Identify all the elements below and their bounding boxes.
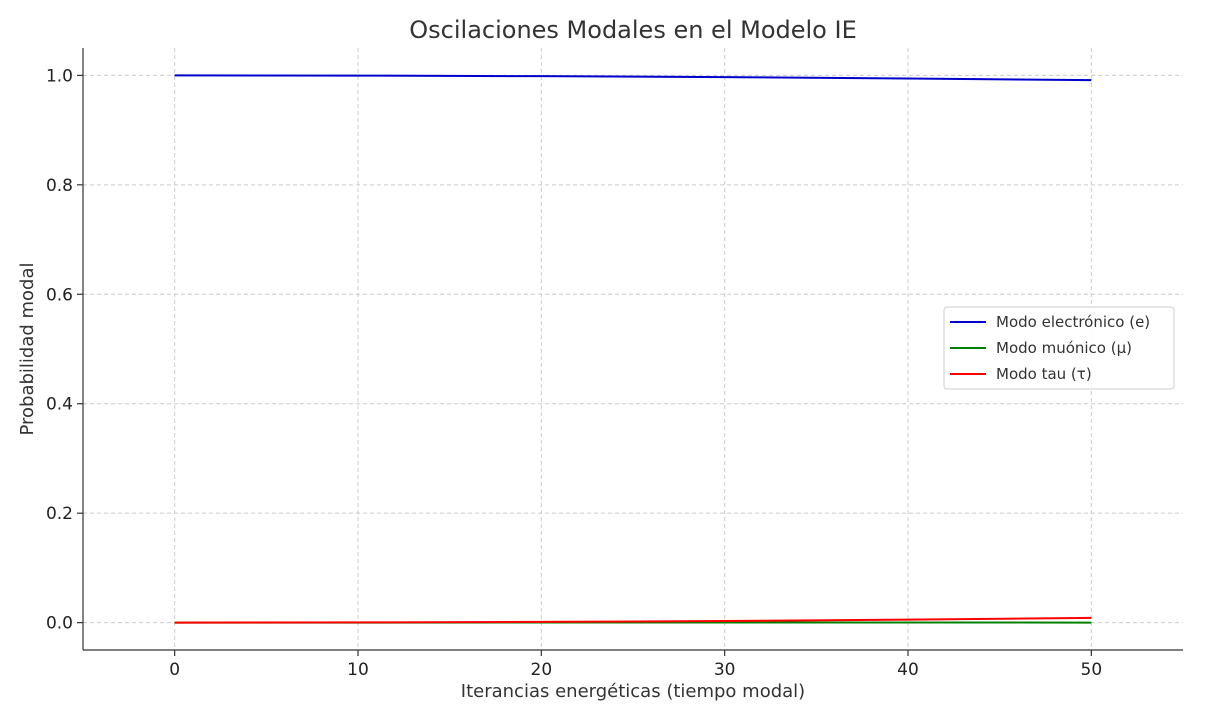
series-line-0 [174, 74, 1092, 82]
x-axis-label: Iterancias energéticas (tiempo modal) [461, 681, 805, 702]
x-tick-label: 10 [347, 660, 369, 680]
legend-entry-1: Modo muónico (μ) [996, 339, 1132, 357]
legend: Modo electrónico (e) Modo muónico (μ) Modo… [943, 306, 1175, 390]
x-tick-label: 30 [714, 660, 736, 680]
series-line-2 [174, 616, 1092, 624]
legend-entry-0: Modo electrónico (e) [996, 313, 1150, 331]
x-tick-label: 40 [897, 660, 919, 680]
legend-box [943, 306, 1175, 390]
y-tick-label: 0.4 [46, 395, 73, 415]
y-tick-label: 0.2 [46, 504, 73, 524]
axes: 0 10 20 30 40 50 0.0 0.2 0.4 0.6 0.8 1.0 [46, 48, 1183, 680]
y-tick-label: 0.6 [46, 285, 73, 305]
x-tick-label: 0 [169, 660, 180, 680]
y-tick-label: 0.8 [46, 176, 73, 196]
x-tick-label: 50 [1081, 660, 1103, 680]
chart-title: Oscilaciones Modales en el Modelo IE [409, 16, 856, 44]
y-tick-label: 1.0 [46, 66, 73, 86]
x-tick-label: 20 [531, 660, 553, 680]
y-axis-label: Probabilidad modal [17, 262, 38, 435]
y-tick-label: 0.0 [46, 614, 73, 634]
legend-entry-2: Modo tau (τ) [996, 365, 1092, 383]
series-lines [174, 74, 1092, 624]
